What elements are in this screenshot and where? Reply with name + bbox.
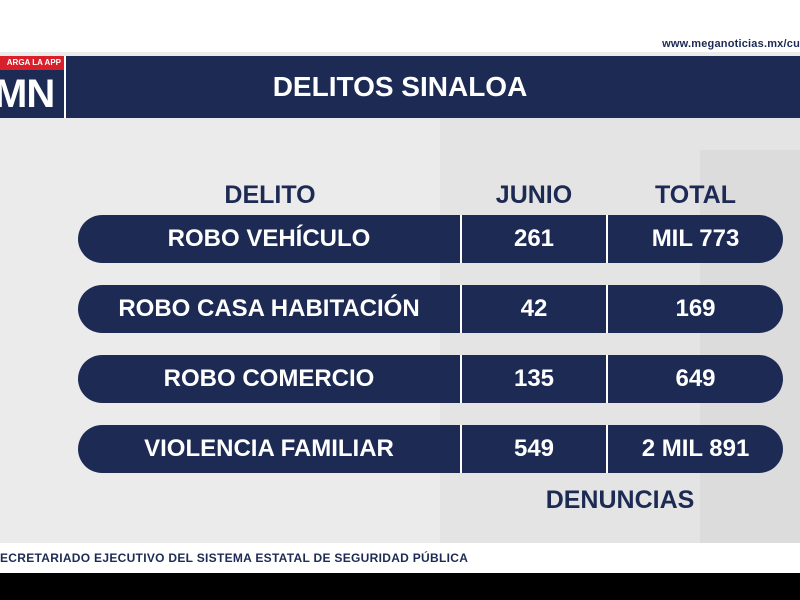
title-bar xyxy=(0,56,800,118)
junio-cell: 549 xyxy=(513,435,555,462)
denuncias-label: DENUNCIAS xyxy=(545,486,695,514)
table-row: ROBO CASA HABITACIÓN 42 169 xyxy=(78,285,783,333)
column-divider xyxy=(460,285,462,333)
total-cell: MIL 773 xyxy=(651,225,740,252)
column-divider xyxy=(460,215,462,263)
delito-cell: ROBO COMERCIO xyxy=(163,365,375,392)
column-divider xyxy=(606,215,608,263)
delito-cell: VIOLENCIA FAMILIAR xyxy=(144,435,394,462)
channel-logo: ARGA LA APP MN xyxy=(0,56,66,118)
total-cell: 2 MIL 891 xyxy=(641,435,750,462)
column-divider xyxy=(460,355,462,403)
letterbox-bar xyxy=(0,573,800,600)
delito-cell: ROBO CASA HABITACIÓN xyxy=(118,295,420,322)
website-url: www.meganoticias.mx/cu xyxy=(662,38,800,50)
delito-cell: ROBO VEHÍCULO xyxy=(167,225,371,252)
download-app-tag: ARGA LA APP xyxy=(0,56,64,70)
header-total: TOTAL xyxy=(654,181,736,209)
column-divider xyxy=(460,425,462,473)
table-row: VIOLENCIA FAMILIAR 549 2 MIL 891 xyxy=(78,425,783,473)
header-delito: DELITO xyxy=(224,181,316,209)
junio-cell: 135 xyxy=(513,365,555,392)
junio-cell: 42 xyxy=(520,295,548,322)
table-row: ROBO VEHÍCULO 261 MIL 773 xyxy=(78,215,783,263)
column-divider xyxy=(606,285,608,333)
logo-mark: MN xyxy=(0,72,55,116)
header-junio: JUNIO xyxy=(495,181,573,209)
total-cell: 169 xyxy=(675,295,716,322)
column-divider xyxy=(606,425,608,473)
top-strip xyxy=(0,0,800,52)
column-divider xyxy=(606,355,608,403)
page-title: DELITOS SINALOA xyxy=(272,71,528,102)
junio-cell: 261 xyxy=(513,225,555,252)
total-cell: 649 xyxy=(675,365,716,392)
source-caption: ECRETARIADO EJECUTIVO DEL SISTEMA ESTATA… xyxy=(0,543,800,573)
table-row: ROBO COMERCIO 135 649 xyxy=(78,355,783,403)
